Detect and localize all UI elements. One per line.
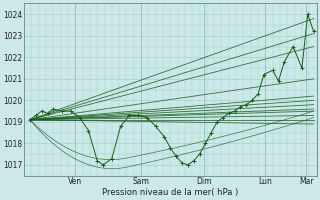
X-axis label: Pression niveau de la mer( hPa ): Pression niveau de la mer( hPa ) [102, 188, 238, 197]
